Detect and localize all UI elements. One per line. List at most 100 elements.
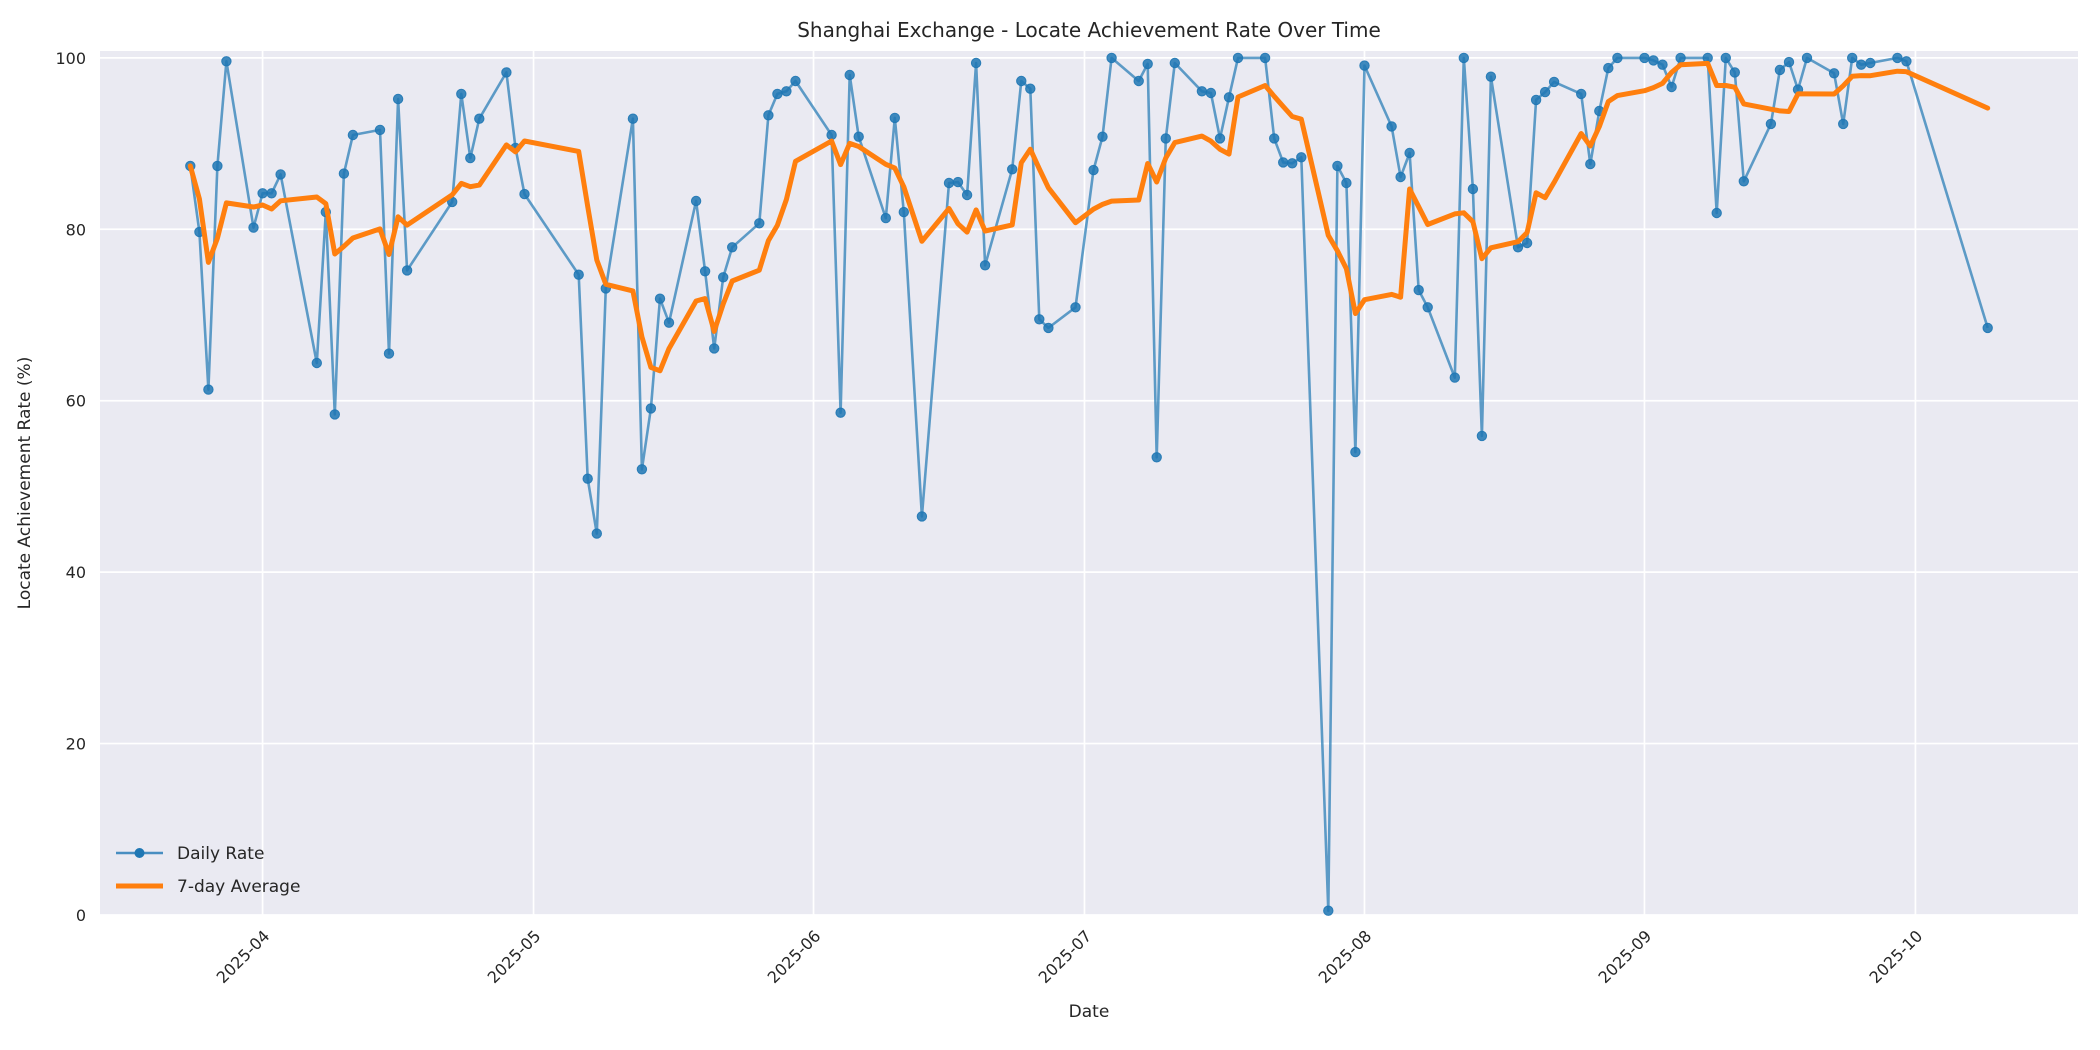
data-point-marker — [1422, 302, 1433, 313]
x-tick-label: 2025-08 — [1315, 926, 1376, 987]
legend-daily-marker-sample — [134, 848, 145, 858]
data-point-marker — [383, 348, 395, 359]
x-tick-label: 2025-06 — [764, 926, 825, 987]
data-point-marker — [1801, 52, 1813, 64]
data-point-marker — [1521, 237, 1533, 249]
data-point-marker — [952, 176, 964, 188]
data-point-marker — [1711, 207, 1722, 219]
data-point-marker — [1765, 118, 1777, 130]
data-point-marker — [1296, 152, 1307, 163]
data-point-marker — [465, 152, 476, 164]
y-tick-label: 60 — [66, 392, 86, 411]
data-point-marker — [257, 188, 268, 199]
x-axis-tick-labels: 2025-04 2025-05 2025-06 2025-07 2025-08 2025-… — [213, 926, 1927, 987]
data-point-marker — [1449, 372, 1461, 383]
data-point-marker — [781, 86, 792, 97]
data-point-marker — [374, 124, 386, 136]
data-point-marker — [1088, 164, 1099, 176]
data-point-marker — [456, 88, 467, 100]
data-point-marker — [1892, 52, 1903, 64]
data-point-marker — [970, 57, 982, 69]
data-point-marker — [1539, 86, 1551, 98]
data-point-marker — [1007, 164, 1018, 175]
data-point-marker — [889, 112, 900, 124]
legend-daily-label: Daily Rate — [177, 844, 264, 864]
data-point-marker — [1828, 68, 1840, 79]
data-point-marker — [1205, 87, 1217, 99]
data-point-marker — [1214, 133, 1226, 144]
data-point-marker — [772, 88, 783, 100]
data-point-marker — [203, 384, 214, 395]
data-point-marker — [1341, 177, 1352, 189]
data-point-marker — [1458, 52, 1470, 64]
data-point-marker — [1603, 62, 1614, 74]
data-point-marker — [1404, 147, 1415, 159]
data-point-marker — [1720, 52, 1732, 64]
x-tick-label: 2025-05 — [484, 926, 545, 987]
daily-rate-markers — [185, 52, 1993, 916]
data-point-marker — [1666, 81, 1677, 93]
data-point-marker — [1259, 52, 1271, 64]
data-point-marker — [690, 195, 702, 207]
data-point-marker — [1332, 160, 1343, 172]
data-point-marker — [573, 269, 584, 280]
data-point-marker — [338, 168, 350, 179]
y-tick-label: 100 — [55, 49, 86, 68]
chart-title: Shanghai Exchange - Locate Achievement R… — [797, 18, 1381, 42]
data-point-marker — [1025, 83, 1036, 94]
data-point-marker — [898, 206, 909, 218]
data-point-marker — [1160, 133, 1172, 144]
data-point-marker — [627, 113, 639, 124]
data-point-marker — [1639, 52, 1650, 64]
data-point-marker — [1395, 171, 1406, 183]
data-point-marker — [1648, 55, 1659, 66]
data-point-marker — [1016, 75, 1027, 87]
data-point-marker — [501, 67, 512, 78]
data-point-marker — [311, 357, 322, 369]
data-point-marker — [645, 403, 657, 414]
data-point-marker — [754, 218, 765, 229]
data-point-marker — [718, 272, 729, 283]
data-point-marker — [826, 129, 837, 141]
legend-average-label: 7-day Average — [177, 877, 300, 897]
data-point-marker — [329, 409, 340, 420]
data-point-marker — [709, 343, 720, 354]
data-point-marker — [1838, 118, 1849, 130]
x-tick-label: 2025-09 — [1595, 926, 1656, 987]
data-point-marker — [1982, 322, 1993, 334]
data-point-marker — [1675, 52, 1686, 64]
data-point-marker — [916, 511, 928, 522]
data-point-marker — [1548, 76, 1560, 88]
data-point-marker — [1738, 176, 1750, 187]
data-point-marker — [654, 293, 666, 304]
data-point-marker — [1847, 52, 1858, 64]
data-point-marker — [347, 129, 359, 141]
data-point-marker — [519, 188, 530, 200]
data-point-marker — [1530, 94, 1542, 106]
data-point-marker — [1232, 52, 1244, 64]
data-point-marker — [1585, 158, 1596, 170]
data-point-marker — [248, 222, 259, 233]
data-point-marker — [591, 528, 602, 539]
data-point-marker — [1034, 314, 1045, 325]
data-point-marker — [961, 189, 973, 201]
data-point-marker — [474, 113, 485, 124]
data-point-marker — [727, 242, 738, 253]
data-point-marker — [1865, 57, 1876, 69]
data-point-marker — [1070, 302, 1081, 313]
data-point-marker — [1783, 56, 1795, 68]
data-point-marker — [880, 212, 891, 224]
data-point-marker — [1612, 52, 1623, 64]
data-point-marker — [1169, 57, 1181, 69]
average-line — [187, 60, 1991, 374]
data-point-marker — [1133, 75, 1144, 87]
grid-layer — [100, 51, 2078, 916]
data-point-marker — [1576, 88, 1587, 100]
data-point-marker — [1485, 71, 1497, 82]
data-point-marker — [1106, 52, 1117, 64]
x-tick-label: 2025-07 — [1035, 926, 1096, 987]
data-point-marker — [1901, 56, 1912, 67]
y-tick-label: 40 — [66, 563, 86, 582]
